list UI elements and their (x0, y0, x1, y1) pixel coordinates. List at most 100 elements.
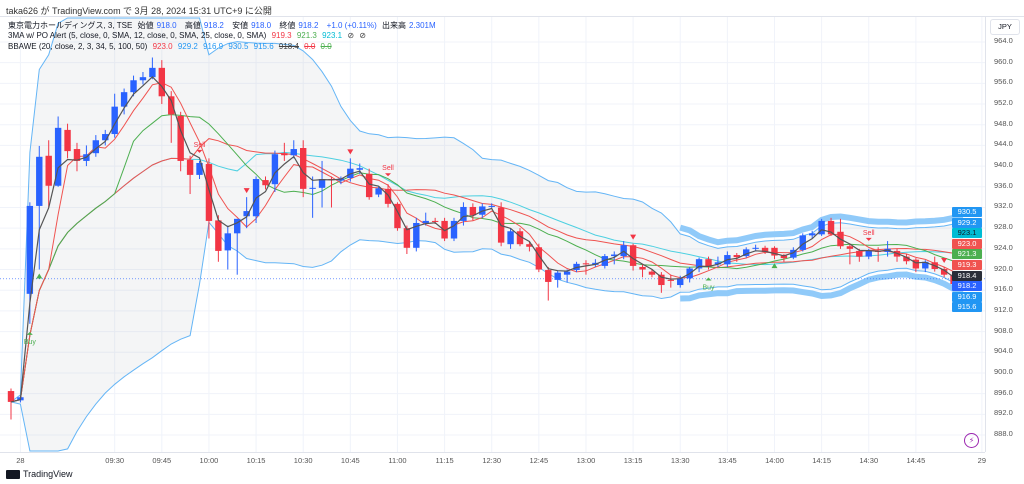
candle-body[interactable] (846, 246, 854, 249)
candle-body[interactable] (912, 259, 920, 269)
lightning-icon[interactable]: ⚡ (964, 433, 979, 448)
candle-body[interactable] (111, 106, 118, 135)
candle-body[interactable] (271, 154, 279, 185)
candle-body[interactable] (102, 134, 109, 141)
candle-body[interactable] (733, 255, 740, 258)
sell-arrow-icon (865, 237, 872, 241)
squeeze-lower-value: 915.6 (253, 42, 274, 51)
candle-body[interactable] (469, 206, 477, 216)
candle-body[interactable] (535, 247, 543, 270)
candle-body[interactable] (309, 187, 316, 189)
candle-body[interactable] (601, 256, 609, 266)
candle-body[interactable] (790, 249, 797, 258)
chart-frame[interactable]: Buy Sell Sell Buy Sell (0, 16, 1024, 469)
candle-body[interactable] (431, 220, 439, 222)
candle-body[interactable] (799, 235, 806, 250)
candle-body[interactable] (488, 205, 495, 207)
candle-body[interactable] (356, 168, 363, 170)
candle-body[interactable] (450, 220, 458, 239)
candle-body[interactable] (695, 259, 703, 269)
candle-body[interactable] (73, 149, 81, 161)
candle-body[interactable] (516, 231, 524, 245)
candle-body[interactable] (215, 220, 222, 251)
candle-body[interactable] (611, 254, 618, 257)
candle-body[interactable] (629, 245, 637, 266)
candle-body[interactable] (130, 80, 137, 93)
triangle-up-icon (36, 273, 43, 279)
candle-body[interactable] (818, 220, 825, 235)
candle-body[interactable] (394, 203, 401, 229)
candle-body[interactable] (667, 279, 675, 281)
candle-body[interactable] (92, 140, 100, 154)
candle-body[interactable] (7, 391, 15, 402)
candle-body[interactable] (413, 222, 420, 248)
candle-body[interactable] (554, 272, 561, 280)
candle-body[interactable] (705, 259, 712, 267)
candle-body[interactable] (318, 179, 326, 188)
candle-body[interactable] (120, 92, 128, 107)
price-chart[interactable]: Buy Sell Sell Buy Sell (0, 17, 985, 453)
candle-body[interactable] (205, 164, 213, 221)
candle-body[interactable] (526, 244, 533, 247)
tradingview-footer[interactable]: TradingView (6, 469, 73, 479)
candle-body[interactable] (384, 188, 392, 204)
candle-body[interactable] (940, 269, 948, 275)
candle-body[interactable] (196, 163, 203, 175)
candle-body[interactable] (639, 266, 646, 270)
buy-signal-label: Buy (24, 339, 37, 346)
candle-body[interactable] (365, 173, 373, 198)
candle-body[interactable] (186, 159, 194, 175)
candle-body[interactable] (677, 278, 684, 286)
candle-body[interactable] (422, 220, 429, 223)
candle-body[interactable] (234, 218, 241, 234)
candle-body[interactable] (224, 233, 231, 251)
time-tick: 29 (977, 456, 987, 465)
candle-body[interactable] (563, 271, 571, 275)
candle-body[interactable] (460, 206, 467, 221)
candle-body[interactable] (139, 77, 147, 81)
candle-body[interactable] (507, 231, 514, 245)
candle-body[interactable] (922, 261, 929, 269)
candle-body[interactable] (158, 67, 166, 97)
candle-body[interactable] (45, 155, 52, 186)
candle-body[interactable] (582, 263, 590, 265)
candle-body[interactable] (403, 228, 411, 248)
candle-body[interactable] (545, 270, 552, 282)
time-tick: 13:15 (623, 456, 643, 465)
candle-body[interactable] (808, 233, 816, 236)
candle-body[interactable] (648, 271, 656, 275)
currency-button[interactable]: JPY (990, 19, 1020, 35)
candle-body[interactable] (36, 156, 43, 206)
time-axis[interactable]: 28 09:30 09:45 10:00 10:15 10:30 10:45 11:00 11:… (0, 452, 987, 469)
candle-body[interactable] (827, 220, 835, 235)
candle-body[interactable] (771, 247, 778, 256)
symbol-legend[interactable]: 東京電力ホールディングス, 3, TSE 始値 918.0 高値 918.2 安値 9… (8, 20, 442, 31)
time-tick: 13:00 (576, 456, 596, 465)
candle-body[interactable] (262, 180, 269, 186)
candle-body[interactable] (54, 127, 62, 186)
candle-body[interactable] (903, 256, 910, 262)
candle-body[interactable] (168, 96, 175, 115)
candle-body[interactable] (856, 250, 863, 257)
candle-body[interactable] (243, 211, 250, 217)
candle-body[interactable] (281, 153, 288, 156)
candle-body[interactable] (780, 255, 788, 259)
candle-body[interactable] (177, 115, 184, 161)
candle-body[interactable] (714, 262, 722, 265)
price-axis[interactable]: 964.0 960.0 956.0 952.0 948.0 944.0 940.0 936.0… (985, 16, 1024, 452)
candle-body[interactable] (64, 129, 71, 152)
candle-body[interactable] (26, 205, 34, 294)
candle-body[interactable] (761, 247, 769, 252)
candle-body[interactable] (865, 250, 872, 257)
candle-body[interactable] (743, 249, 750, 257)
ma-indicator-legend[interactable]: 3MA w/ PO Alert (5, close, 0, SMA, 12, c… (8, 31, 369, 40)
candle-body[interactable] (375, 188, 382, 195)
candle-body[interactable] (658, 274, 665, 286)
candle-body[interactable] (441, 220, 448, 239)
bbawe-indicator-legend[interactable]: BBAWE (20, close, 2, 3, 34, 5, 100, 50) … (8, 42, 335, 51)
candle-body[interactable] (752, 247, 759, 249)
price-tag: 921.3 (952, 249, 982, 260)
candle-body[interactable] (290, 149, 297, 156)
candle-body[interactable] (149, 67, 156, 78)
candle-body[interactable] (299, 148, 307, 189)
